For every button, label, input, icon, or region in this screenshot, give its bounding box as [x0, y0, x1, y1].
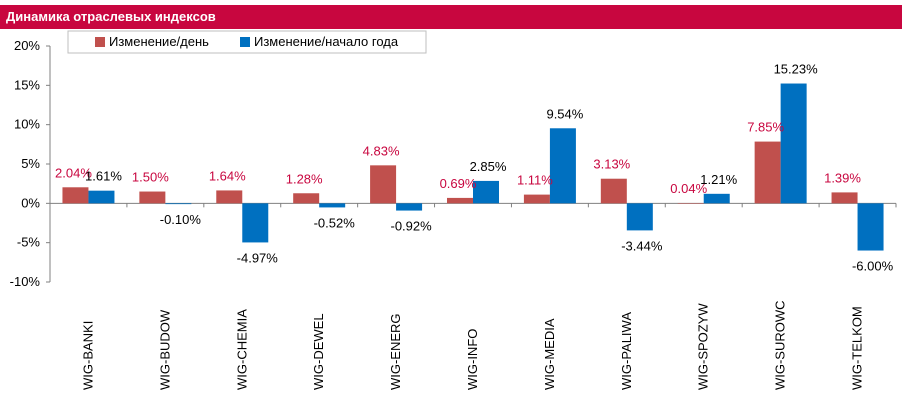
category-label: WIG-MEDIA — [542, 318, 557, 390]
category-label: WIG-ENERG — [388, 313, 403, 390]
category-label: WIG-BANKI — [80, 321, 95, 390]
category-label: WIG-BUDOW — [157, 309, 172, 390]
y-tick-label: 20% — [14, 38, 40, 53]
bar-ytd — [88, 190, 115, 204]
data-label-day: 1.50% — [132, 170, 169, 185]
bar-day — [447, 197, 473, 204]
data-label-ytd: -4.97% — [237, 250, 279, 265]
bar-ytd — [473, 180, 499, 204]
data-label-day: 3.13% — [593, 157, 630, 172]
category-label: WIG-INFO — [465, 329, 480, 390]
bar-day — [754, 141, 781, 204]
category-label: WIG-TELKOM — [850, 306, 865, 390]
bar-day — [600, 178, 627, 204]
data-label-day: 0.69% — [440, 176, 477, 191]
data-label-ytd: -0.92% — [390, 219, 432, 234]
category-label: WIG-CHEMIA — [234, 309, 249, 390]
bar-ytd — [165, 203, 192, 205]
bar-day — [216, 190, 243, 204]
data-label-ytd: 9.54% — [546, 106, 583, 121]
data-label-day: 1.64% — [209, 168, 246, 183]
y-tick-label: -5% — [17, 235, 41, 250]
category-label: WIG-DEWEL — [311, 313, 326, 390]
y-tick-label: 15% — [14, 77, 40, 92]
bar-ytd — [242, 203, 269, 243]
data-label-day: 2.04% — [55, 165, 92, 180]
bar-ytd — [626, 203, 653, 231]
bar-ytd — [319, 203, 346, 208]
y-tick-label: 5% — [21, 156, 40, 171]
bar-ytd — [549, 128, 576, 204]
bar-day — [523, 194, 550, 204]
data-label-ytd: -6.00% — [852, 259, 894, 274]
data-label-ytd: -0.10% — [160, 212, 202, 227]
bar-day — [62, 187, 89, 204]
bar-day — [831, 192, 858, 204]
legend-label-ytd: Изменение/начало года — [254, 34, 399, 49]
bar-ytd — [396, 203, 423, 211]
data-label-day: 0.04% — [670, 181, 707, 196]
legend-label-day: Изменение/день — [109, 34, 209, 49]
data-label-day: 1.11% — [517, 173, 553, 188]
data-label-day: 7.85% — [747, 120, 784, 135]
category-label: WIG-PALIWA — [619, 312, 634, 390]
legend: Изменение/день Изменение/начало года — [67, 30, 427, 54]
legend-swatch-day — [95, 37, 105, 47]
y-tick-label: 0% — [21, 195, 40, 210]
bar-ytd — [703, 193, 730, 204]
bar-ytd — [780, 83, 807, 204]
bar-day — [677, 203, 704, 204]
y-tick-label: -10% — [10, 274, 41, 289]
data-label-day: 4.83% — [363, 143, 400, 158]
chart-title: Динамика отраслевых индексов — [6, 9, 216, 24]
data-label-day: 1.39% — [824, 170, 861, 185]
data-label-ytd: -3.44% — [621, 238, 663, 253]
data-label-ytd: 15.23% — [774, 62, 819, 77]
legend-swatch-ytd — [240, 37, 250, 47]
y-tick-label: 10% — [14, 117, 40, 132]
bar-day — [139, 191, 166, 204]
bar-ytd — [857, 203, 884, 251]
data-label-day: 1.28% — [286, 171, 323, 186]
data-label-ytd: 1.21% — [700, 172, 737, 187]
data-label-ytd: -0.52% — [314, 215, 356, 230]
bar-day — [293, 193, 320, 204]
header-bar: Динамика отраслевых индексов — [0, 5, 902, 29]
bar-day — [370, 165, 397, 204]
data-label-ytd: 1.61% — [85, 169, 122, 184]
category-label: WIG-SPOZYW — [696, 303, 711, 390]
category-label: WIG-SUROWC — [773, 300, 788, 390]
data-label-ytd: 2.85% — [470, 159, 507, 174]
